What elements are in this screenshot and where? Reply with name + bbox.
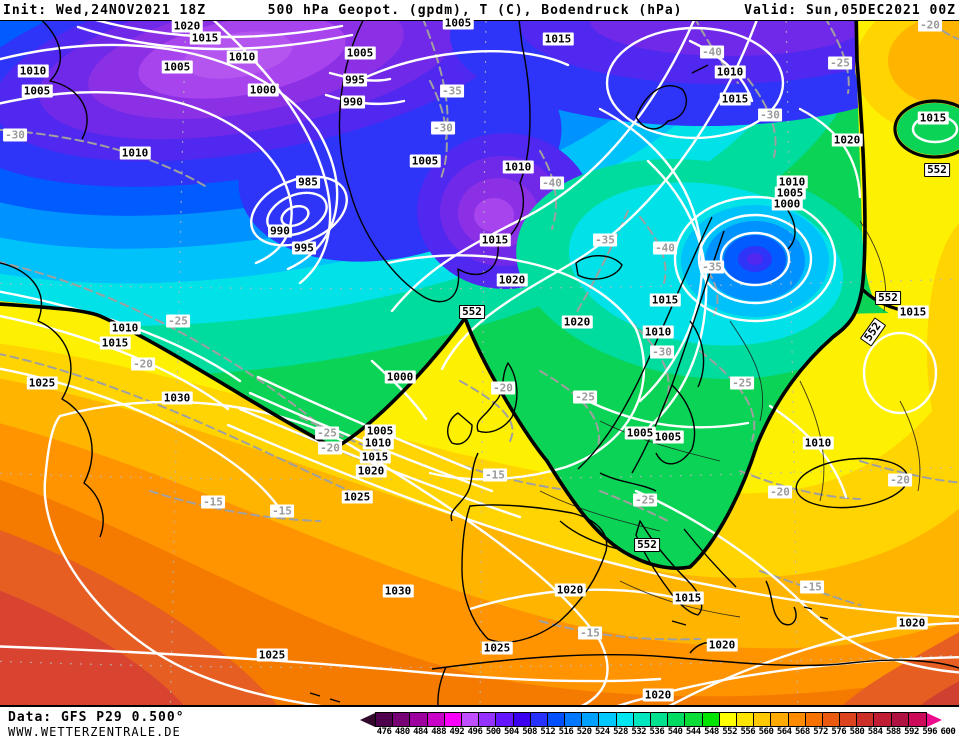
isobars xyxy=(0,21,959,705)
colorbar-segment xyxy=(908,713,926,726)
coastlines xyxy=(0,21,959,705)
colorbar-segment xyxy=(874,713,892,726)
colorbar-tick: 508 xyxy=(522,727,537,737)
colorbar-segment xyxy=(822,713,841,726)
colorbar-segment xyxy=(444,713,462,726)
colorbar-segment xyxy=(719,713,737,726)
colorbar-tick: 492 xyxy=(449,727,465,737)
init-time: Init: Wed,24NOV2021 18Z xyxy=(3,2,207,18)
colorbar-tick: 528 xyxy=(613,727,628,737)
northeast-warm-fill xyxy=(855,21,959,479)
colorbar-segment xyxy=(410,713,428,726)
credits: Data: GFS P29 0.500° WWW.WETTERZENTRALE.… xyxy=(8,710,185,740)
colorbar-tick: 524 xyxy=(594,727,610,737)
colorbar-segment xyxy=(582,713,600,726)
colorbar-tick: 516 xyxy=(558,727,574,737)
colorbar-segment xyxy=(393,713,411,726)
colorbar-segment xyxy=(668,713,686,726)
colorbar-segment xyxy=(840,713,858,726)
colorbar-segment xyxy=(685,713,703,726)
colorbar-tick: 520 xyxy=(576,727,592,737)
colorbar-tick: 480 xyxy=(394,727,410,737)
colorbar-segment xyxy=(736,713,755,726)
colorbar-segment xyxy=(513,713,531,726)
colorbar-under-arrow xyxy=(360,712,375,727)
colorbar-tick: 544 xyxy=(685,727,701,737)
colorbar-segment xyxy=(616,713,634,726)
colorbar-ticks: 476 480 484 488 492 496 500 504 508 512 516 520 524 5… xyxy=(375,727,957,737)
title-bar: Init: Wed,24NOV2021 18Z 500 hPa Geopot. … xyxy=(0,0,959,20)
colorbar-segment xyxy=(857,713,875,726)
colorbar-segment xyxy=(599,713,617,726)
colorbar-tick: 588 xyxy=(885,727,901,737)
colorbar-segment xyxy=(547,713,566,726)
colorbar-tick: 512 xyxy=(540,727,556,737)
colorbar-tick: 576 xyxy=(831,727,847,737)
colorbar-segment xyxy=(376,713,394,726)
colorbar-segment xyxy=(427,713,445,726)
colorbar-tick: 600 xyxy=(940,727,956,737)
map-graphic xyxy=(0,21,959,705)
colorbar-tick: 476 xyxy=(376,727,392,737)
colorbar-segment xyxy=(771,713,789,726)
colorbar-segment xyxy=(633,713,651,726)
cold-airmass-fill xyxy=(0,21,866,380)
colorbar-tick: 556 xyxy=(740,727,756,737)
website-link: WWW.WETTERZENTRALE.DE xyxy=(8,725,181,739)
colorbar-tick: 596 xyxy=(922,727,938,737)
colorbar-segment xyxy=(496,713,514,726)
colorbar-segment xyxy=(479,713,497,726)
colorbar-tick: 484 xyxy=(413,727,428,737)
colorbar-bar xyxy=(360,712,957,727)
colorbar-tick: 536 xyxy=(649,727,665,737)
colorbar-legend: 476 480 484 488 492 496 500 504 508 512 516 520 524 5… xyxy=(360,712,957,737)
colorbar-tick: 496 xyxy=(467,727,483,737)
colorbar-segments xyxy=(375,712,927,727)
colorbar-tick: 560 xyxy=(758,727,774,737)
colorbar-tick: 540 xyxy=(667,727,683,737)
colorbar-tick: 584 xyxy=(867,727,883,737)
colorbar-tick: 548 xyxy=(704,727,719,737)
colorbar-segment xyxy=(565,713,583,726)
weather-map xyxy=(0,20,959,707)
colorbar-tick: 564 xyxy=(776,727,792,737)
colorbar-tick: 580 xyxy=(849,727,865,737)
colorbar-segment xyxy=(891,713,909,726)
footer: Data: GFS P29 0.500° WWW.WETTERZENTRALE.… xyxy=(0,709,959,741)
colorbar-tick: 488 xyxy=(431,727,447,737)
colorbar-segment xyxy=(754,713,772,726)
colorbar-segment xyxy=(651,713,669,726)
colorbar-tick: 568 xyxy=(795,727,810,737)
data-source: Data: GFS P29 0.500° xyxy=(8,710,185,725)
colorbar-tick: 500 xyxy=(485,727,501,737)
colorbar-segment xyxy=(788,713,806,726)
colorbar-tick: 552 xyxy=(722,727,738,737)
colorbar-segment xyxy=(805,713,823,726)
colorbar-tick: 572 xyxy=(813,727,828,737)
colorbar-segment xyxy=(461,713,480,726)
colorbar-tick: 504 xyxy=(504,727,519,737)
colorbar-tick: 532 xyxy=(631,727,647,737)
colorbar-segment xyxy=(530,713,548,726)
colorbar-tick: 592 xyxy=(904,727,919,737)
chart-title: 500 hPa Geopot. (gpdm), T (C), Bodendruc… xyxy=(267,2,683,18)
colorbar-over-arrow xyxy=(927,712,942,727)
valid-time: Valid: Sun,05DEC2021 00Z xyxy=(744,2,956,18)
colorbar-segment xyxy=(702,713,720,726)
